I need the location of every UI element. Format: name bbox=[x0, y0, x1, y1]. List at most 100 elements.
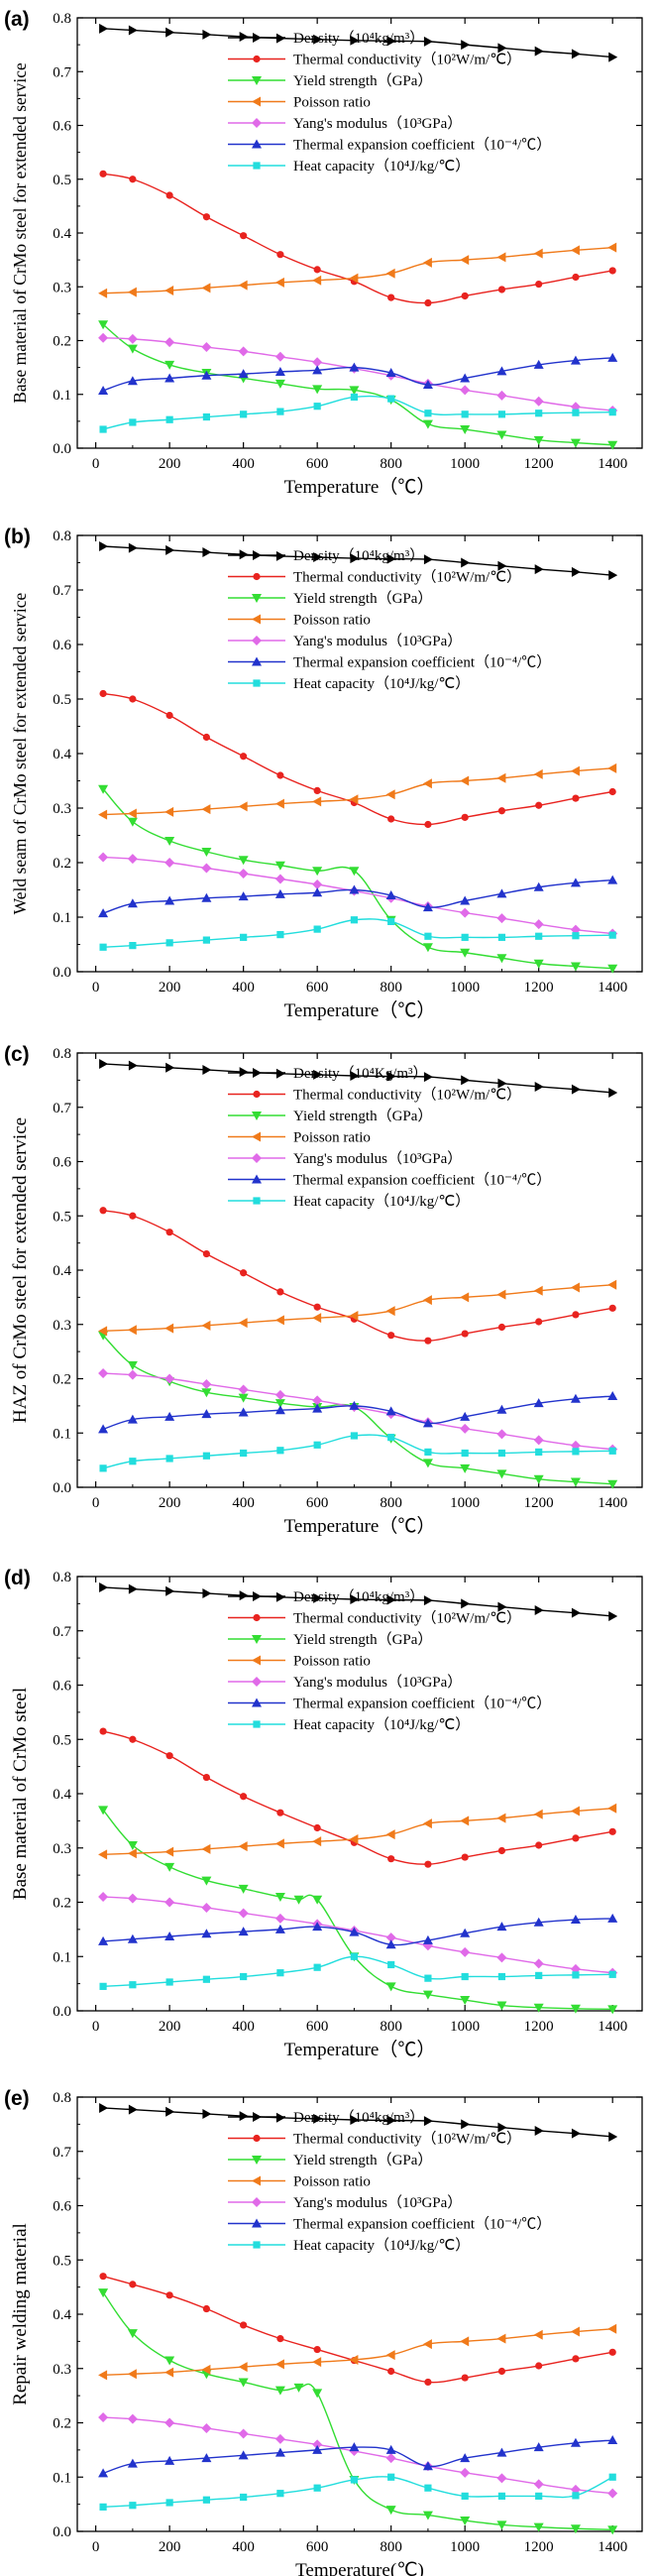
legend-marker bbox=[253, 1720, 261, 1728]
y-tick-label: 0.4 bbox=[53, 1787, 71, 1803]
data-point bbox=[535, 1448, 543, 1457]
data-point bbox=[129, 418, 137, 426]
data-point bbox=[349, 273, 359, 284]
data-point bbox=[201, 1320, 211, 1331]
legend-entry: Heat capacity（10⁴J/kg/℃） bbox=[293, 1193, 470, 1210]
x-tick-label: 600 bbox=[306, 2019, 329, 2035]
legend-marker bbox=[252, 614, 261, 625]
data-point bbox=[497, 560, 507, 571]
legend-entry: Thermal expansion coefficient（10⁻⁴/℃） bbox=[293, 2216, 551, 2233]
data-point bbox=[387, 2367, 395, 2376]
data-point bbox=[99, 1058, 109, 1069]
data-point bbox=[534, 2125, 544, 2136]
data-point bbox=[98, 288, 108, 298]
y-tick-label: 0.6 bbox=[53, 1679, 71, 1695]
data-point bbox=[533, 1435, 544, 1446]
data-point bbox=[312, 2444, 323, 2454]
data-point bbox=[608, 787, 616, 796]
legend-marker bbox=[252, 1677, 262, 1687]
data-point bbox=[275, 2112, 285, 2123]
data-point bbox=[313, 1069, 323, 1080]
data-point bbox=[423, 2116, 433, 2127]
data-point bbox=[293, 1895, 304, 1905]
y-tick-label: 0.5 bbox=[53, 692, 71, 708]
y-tick-label: 0.2 bbox=[53, 1896, 71, 1912]
data-point bbox=[129, 176, 137, 183]
data-point bbox=[238, 346, 249, 357]
data-point bbox=[424, 1337, 432, 1345]
data-point bbox=[422, 1295, 432, 1306]
data-point bbox=[164, 837, 175, 846]
data-point bbox=[535, 2492, 543, 2501]
data-point bbox=[385, 1406, 396, 1416]
data-point bbox=[496, 888, 507, 898]
data-point bbox=[349, 794, 359, 805]
data-point bbox=[275, 1591, 285, 1602]
legend: Density（10⁴kg/m³） Thermal conductivity（10… bbox=[228, 547, 551, 692]
data-point bbox=[240, 1449, 248, 1458]
data-point bbox=[497, 43, 507, 54]
data-point bbox=[129, 1735, 137, 1743]
data-point bbox=[496, 1404, 507, 1414]
x-tick-label: 0 bbox=[92, 2539, 100, 2555]
y-tick-label: 0.6 bbox=[53, 638, 71, 653]
series-1 bbox=[99, 1581, 618, 1621]
legend: Density（10⁴Kg/m³） Thermal conductivity（10… bbox=[228, 1065, 551, 1210]
data-point bbox=[99, 1207, 107, 1215]
data-point bbox=[535, 2362, 543, 2370]
data-point bbox=[127, 1360, 138, 1370]
x-axis-label: Temperature(℃) bbox=[295, 2560, 424, 2576]
data-point bbox=[608, 2131, 618, 2142]
data-point bbox=[127, 1369, 138, 1380]
series-6 bbox=[98, 1391, 618, 1434]
y-tick-label: 0.0 bbox=[53, 2004, 71, 2020]
legend-entry: Yang's modulus（10³GPa） bbox=[293, 1674, 462, 1691]
data-point bbox=[238, 2378, 249, 2388]
data-point bbox=[274, 1924, 285, 1933]
data-point bbox=[99, 943, 107, 951]
data-point bbox=[313, 925, 321, 933]
data-point bbox=[127, 898, 138, 908]
data-point bbox=[312, 275, 322, 286]
data-point bbox=[422, 419, 433, 429]
x-tick-label: 1000 bbox=[450, 980, 480, 995]
data-point bbox=[274, 366, 285, 376]
y-tick-label: 0.8 bbox=[53, 11, 71, 27]
data-point bbox=[350, 1070, 360, 1081]
data-point bbox=[460, 1946, 471, 1957]
data-point bbox=[535, 1318, 543, 1326]
data-point bbox=[535, 1971, 543, 1980]
data-point bbox=[98, 2412, 109, 2423]
data-point bbox=[533, 881, 544, 891]
y-tick-label: 0.3 bbox=[53, 1318, 71, 1334]
data-point bbox=[201, 1378, 212, 1389]
data-point bbox=[127, 817, 138, 827]
data-point bbox=[127, 2458, 138, 2468]
data-point bbox=[607, 2435, 618, 2445]
data-point bbox=[496, 2473, 507, 2484]
data-point bbox=[349, 362, 360, 372]
x-tick-label: 800 bbox=[380, 2019, 402, 2035]
data-point bbox=[129, 2502, 137, 2510]
data-point bbox=[424, 410, 432, 417]
data-point bbox=[238, 1841, 248, 1852]
data-point bbox=[313, 1823, 321, 1832]
data-point bbox=[274, 1913, 285, 1924]
legend-entry: Heat capacity（10⁴J/kg/℃） bbox=[293, 675, 470, 692]
x-axis-label: Temperature（℃） bbox=[284, 1515, 436, 1537]
data-point bbox=[201, 1876, 212, 1886]
data-point bbox=[497, 2122, 507, 2133]
data-point bbox=[99, 689, 107, 698]
data-point bbox=[313, 1963, 321, 1971]
data-point bbox=[571, 566, 581, 577]
data-point bbox=[460, 1292, 470, 1303]
data-point bbox=[312, 2389, 323, 2399]
series-line bbox=[102, 2439, 613, 2475]
data-point bbox=[461, 410, 469, 418]
data-point bbox=[572, 1448, 580, 1456]
data-point bbox=[276, 2490, 284, 2498]
data-point bbox=[386, 2115, 396, 2126]
data-point bbox=[99, 1727, 107, 1735]
series-6 bbox=[98, 1913, 618, 1949]
